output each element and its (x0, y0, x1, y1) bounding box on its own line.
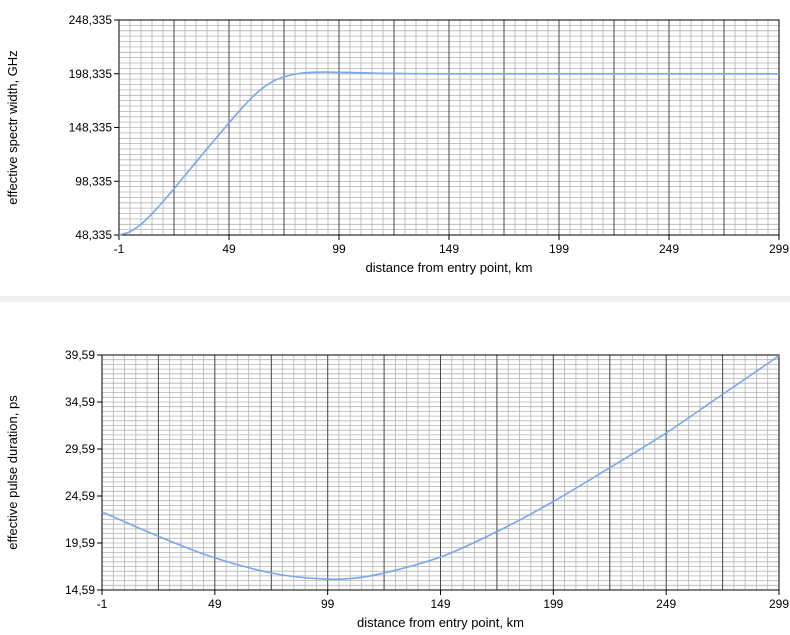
chart1-y-tick-label: 98,335 (75, 174, 112, 188)
chart2-x-tick-label: -1 (97, 597, 108, 611)
chart2-x-axis-label: distance from entry point, km (357, 615, 524, 630)
chart2-y-tick-label: 29,59 (65, 442, 95, 456)
chart1-x-tick-label: 149 (439, 242, 459, 256)
chart2-y-tick-label: 14,59 (65, 583, 95, 597)
chart1-x-axis-label: distance from entry point, km (366, 260, 533, 275)
chart2-x-tick-label: 149 (430, 597, 450, 611)
chart2-y-axis-label: effective pulse duration, ps (5, 395, 20, 550)
chart1-x-tick-label: 249 (659, 242, 679, 256)
chart1-y-tick-label: 248,335 (69, 13, 113, 27)
chart1-y-tick-label: 48,335 (75, 228, 112, 242)
chart1-x-tick-label: 299 (769, 242, 789, 256)
chart2-series-line-1 (101, 355, 780, 581)
chart2-y-tick-label: 34,59 (65, 395, 95, 409)
chart1-y-tick-label: 148,335 (69, 121, 113, 135)
chart1-x-tick-label: 49 (222, 242, 236, 256)
chart1-y-tick-label: 198,335 (69, 67, 113, 81)
chart-separator (0, 296, 790, 302)
chart2-y-tick-label: 39,59 (65, 348, 95, 362)
chart2-x-tick-label: 199 (543, 597, 563, 611)
chart1-series-line-1 (118, 71, 779, 236)
chart2-x-tick-label: 99 (321, 597, 335, 611)
chart2-x-tick-label: 49 (208, 597, 222, 611)
chart1-y-axis-label: effective spectr width, GHz (5, 50, 20, 204)
chart1-x-tick-label: 199 (549, 242, 569, 256)
chart2-y-tick-label: 24,59 (65, 489, 95, 503)
chart2-y-tick-label: 19,59 (65, 536, 95, 550)
chart2-x-tick-label: 299 (769, 597, 789, 611)
chart1-x-tick-label: -1 (114, 242, 125, 256)
chart1-x-tick-label: 99 (332, 242, 346, 256)
chart2-x-tick-label: 249 (656, 597, 676, 611)
